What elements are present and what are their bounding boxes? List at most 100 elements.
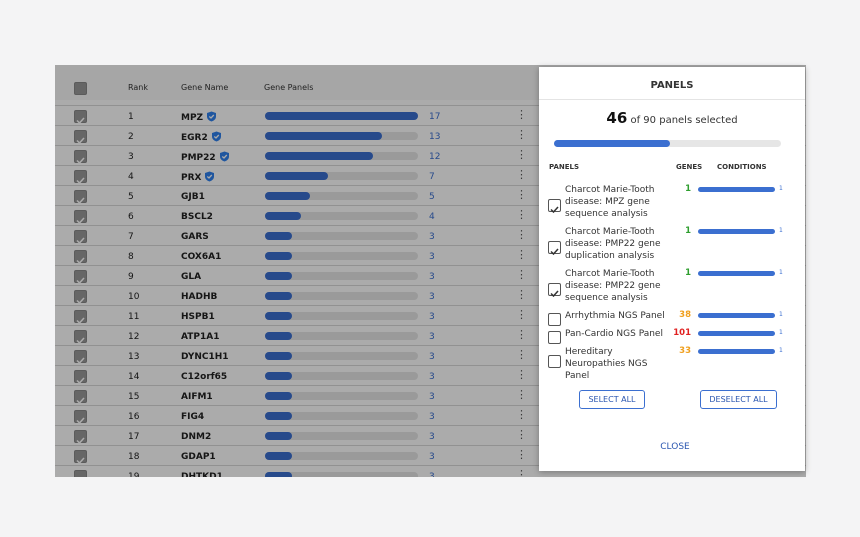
panel-checkbox[interactable] (548, 241, 561, 256)
row-checkbox[interactable] (74, 470, 87, 477)
table-row: 10 HADHB 3 ⋮ (55, 285, 806, 306)
row-menu[interactable]: ⋮ (516, 448, 527, 461)
table-row: 8 COX6A1 3 ⋮ (55, 245, 806, 266)
panel-count: 3 (429, 432, 435, 442)
selection-bar (554, 140, 671, 147)
panel-checkbox[interactable] (548, 313, 561, 326)
row-checkbox[interactable] (74, 250, 87, 265)
table-row: 16 FIG4 3 ⋮ (55, 405, 806, 426)
rank: 4 (128, 172, 134, 182)
row-checkbox[interactable] (74, 390, 87, 405)
condition-count: 1 (779, 347, 783, 354)
gene-panels-header: Gene Panels (264, 83, 314, 92)
row-menu[interactable]: ⋮ (516, 208, 527, 221)
row-menu[interactable]: ⋮ (516, 408, 527, 421)
modal-title: PANELS (650, 80, 694, 91)
panel-count: 3 (429, 292, 435, 302)
table-row: 18 GDAP1 3 ⋮ (55, 445, 806, 466)
panel-bar-track (265, 332, 418, 340)
gene-name: DNM2 (181, 432, 212, 442)
row-menu[interactable]: ⋮ (516, 248, 527, 261)
checkmark (550, 290, 559, 298)
row-menu[interactable]: ⋮ (516, 308, 527, 321)
rank: 15 (128, 392, 140, 402)
row-checkbox[interactable] (74, 270, 87, 285)
panel-bar (265, 132, 382, 140)
panel-bar (265, 392, 292, 400)
panel-bar (265, 152, 373, 160)
row-checkbox[interactable] (74, 350, 87, 365)
table-row: 3 PMP22 12 ⋮ (55, 145, 806, 166)
row-menu[interactable]: ⋮ (516, 468, 527, 478)
gene-count: 1 (685, 184, 691, 194)
row-menu[interactable]: ⋮ (516, 368, 527, 381)
row-menu[interactable]: ⋮ (516, 168, 527, 181)
panels-modal: PANELS 46 of 90 panels selected PANELS G… (539, 67, 805, 471)
summary-text: panels selected (659, 115, 738, 126)
row-menu[interactable]: ⋮ (516, 328, 527, 341)
panel-bar-track (265, 472, 418, 477)
gene-name: PMP22 (181, 151, 230, 164)
row-menu[interactable]: ⋮ (516, 188, 527, 201)
row-checkbox[interactable] (74, 110, 87, 125)
row-checkbox[interactable] (74, 130, 87, 145)
row-checkbox[interactable] (74, 450, 87, 465)
condition-bar (698, 331, 775, 336)
panel-name: Hereditary Neuropathies NGS Panel (565, 347, 648, 381)
panel-count: 3 (429, 352, 435, 362)
row-checkbox[interactable] (74, 310, 87, 325)
row-menu[interactable]: ⋮ (516, 348, 527, 361)
panel-bar-track (265, 452, 418, 460)
panel-count: 3 (429, 472, 435, 477)
checkmark (76, 277, 85, 285)
panel-bar (265, 192, 310, 200)
panel-count: 3 (429, 392, 435, 402)
close-button[interactable]: CLOSE (660, 442, 690, 452)
row-checkbox[interactable] (74, 230, 87, 245)
row-checkbox[interactable] (74, 150, 87, 165)
gene-name: HADHB (181, 292, 218, 302)
row-menu[interactable]: ⋮ (516, 128, 527, 141)
verified-badge (205, 171, 215, 182)
select-all-button[interactable]: SELECT ALL (579, 390, 645, 409)
table-row: 17 DNM2 3 ⋮ (55, 425, 806, 446)
row-menu[interactable]: ⋮ (516, 268, 527, 281)
row-menu[interactable]: ⋮ (516, 428, 527, 441)
row-menu[interactable]: ⋮ (516, 388, 527, 401)
row-checkbox[interactable] (74, 430, 87, 445)
row-menu[interactable]: ⋮ (516, 148, 527, 161)
panel-bar-track (265, 172, 418, 180)
panel-bar-track (265, 292, 418, 300)
panel-count: 7 (429, 172, 435, 182)
panel-name: Pan-Cardio NGS Panel (565, 329, 663, 339)
condition-count: 1 (779, 329, 783, 336)
row-checkbox[interactable] (74, 330, 87, 345)
panel-bar-track (265, 372, 418, 380)
panel-checkbox[interactable] (548, 331, 561, 344)
row-menu[interactable]: ⋮ (516, 108, 527, 121)
verified-badge (211, 131, 221, 142)
row-checkbox[interactable] (74, 210, 87, 225)
gene-count: 101 (673, 328, 691, 338)
row-checkbox[interactable] (74, 290, 87, 305)
row-checkbox[interactable] (74, 170, 87, 185)
panel-count: 5 (429, 192, 435, 202)
select-all-checkbox[interactable] (74, 82, 87, 95)
rank: 12 (128, 332, 140, 342)
panel-bar (265, 272, 292, 280)
checkmark (76, 377, 85, 385)
panel-checkbox[interactable] (548, 283, 561, 298)
panel-checkbox[interactable] (548, 199, 561, 214)
condition-count: 1 (779, 185, 783, 192)
panel-bar (265, 312, 292, 320)
panel-checkbox[interactable] (548, 355, 561, 368)
row-checkbox[interactable] (74, 410, 87, 425)
row-checkbox[interactable] (74, 190, 87, 205)
gene-name: BSCL2 (181, 212, 213, 222)
row-menu[interactable]: ⋮ (516, 228, 527, 241)
row-menu[interactable]: ⋮ (516, 288, 527, 301)
row-checkbox[interactable] (74, 370, 87, 385)
deselect-all-button[interactable]: DESELECT ALL (700, 390, 777, 409)
divider (539, 99, 805, 100)
